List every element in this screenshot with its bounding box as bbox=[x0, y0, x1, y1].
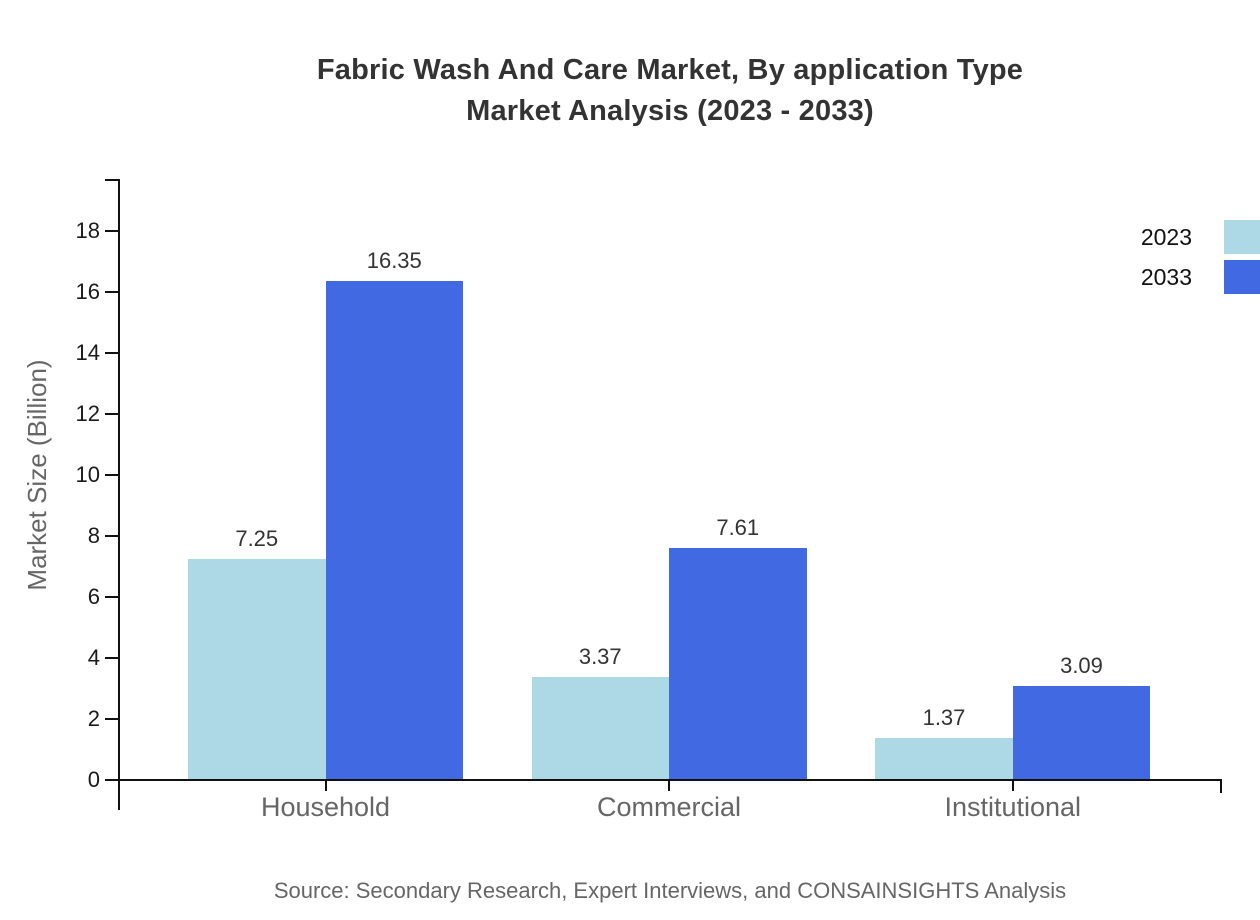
bar-2023-institutional bbox=[875, 738, 1013, 779]
bar-2033-institutional bbox=[1012, 685, 1151, 779]
y-axis-tick bbox=[105, 352, 119, 354]
legend-swatch-2033 bbox=[1224, 260, 1260, 294]
bar-value-label: 7.25 bbox=[235, 525, 279, 551]
y-axis-tick bbox=[105, 535, 119, 537]
y-axis-tick-label: 2 bbox=[87, 706, 100, 731]
x-axis-end-tick bbox=[1220, 781, 1222, 793]
chart-title-line2: Market Analysis (2023 - 2033) bbox=[466, 95, 874, 127]
x-category-label: Household bbox=[260, 792, 391, 822]
y-axis-line bbox=[118, 179, 120, 810]
bar-value-label: 7.61 bbox=[716, 514, 760, 540]
y-axis-tick-label: 8 bbox=[87, 523, 100, 548]
x-axis-tick bbox=[1011, 780, 1014, 791]
x-axis-tick bbox=[668, 780, 670, 791]
chart-title-line1: Fabric Wash And Care Market, By applicat… bbox=[316, 54, 1024, 86]
y-axis-tick-label: 6 bbox=[87, 584, 100, 609]
bar-2023-commercial bbox=[531, 677, 669, 779]
y-axis-tick-label: 0 bbox=[87, 767, 100, 792]
legend-label-2023: 2023 bbox=[1140, 224, 1192, 250]
x-axis-tick bbox=[324, 780, 327, 791]
y-axis-tick bbox=[105, 413, 119, 415]
y-axis-tick-label: 10 bbox=[75, 462, 100, 487]
source-note: Source: Secondary Research, Expert Inter… bbox=[273, 878, 1067, 903]
bar-2023-household bbox=[188, 558, 326, 779]
bar-value-label: 3.37 bbox=[578, 644, 622, 670]
y-axis-tick-label: 4 bbox=[87, 645, 100, 670]
bar-2033-commercial bbox=[669, 547, 807, 779]
legend-swatch-2023 bbox=[1224, 220, 1260, 254]
y-axis-tick-label: 12 bbox=[75, 401, 100, 426]
bar-value-label: 16.35 bbox=[366, 248, 422, 274]
legend-label-2033: 2033 bbox=[1140, 264, 1192, 290]
y-axis-tick bbox=[105, 596, 119, 598]
bar-value-label: 1.37 bbox=[922, 705, 966, 731]
x-axis-line bbox=[111, 779, 1222, 781]
y-axis-tick bbox=[105, 291, 119, 293]
y-axis-tick-label: 18 bbox=[75, 218, 100, 243]
y-axis-tick bbox=[105, 474, 119, 476]
y-axis-tick bbox=[105, 230, 119, 232]
x-category-label: Institutional bbox=[944, 792, 1082, 822]
bar-2033-household bbox=[325, 281, 463, 779]
y-axis-tick bbox=[105, 657, 119, 659]
y-axis-tick-label: 16 bbox=[75, 279, 100, 304]
y-axis-top-cap bbox=[105, 179, 119, 181]
y-axis-tick-label: 14 bbox=[75, 340, 100, 365]
bar-value-label: 3.09 bbox=[1060, 652, 1103, 678]
y-axis-tick bbox=[105, 718, 119, 720]
x-category-label: Commercial bbox=[596, 792, 742, 822]
chart-title: Fabric Wash And Care Market, By applicat… bbox=[40, 50, 1260, 132]
